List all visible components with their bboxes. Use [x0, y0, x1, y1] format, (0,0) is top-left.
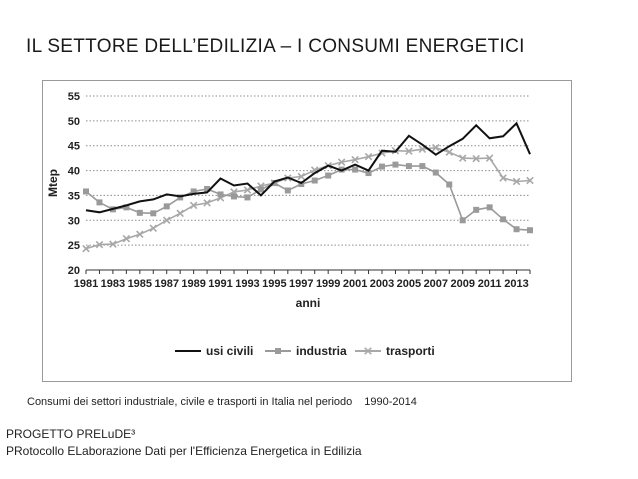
data-point-industria [83, 188, 89, 195]
data-point-industria [217, 191, 224, 198]
x-tick-label: 2005 [397, 278, 421, 290]
data-point-industria [150, 210, 157, 217]
x-tick-label: 2009 [450, 278, 474, 290]
data-point-industria [136, 209, 143, 216]
data-point-industria [123, 204, 130, 211]
data-point-trasporti [243, 186, 252, 194]
data-point-trasporti [109, 240, 117, 248]
data-point-industria [257, 186, 264, 193]
series-line-industria [85, 163, 531, 231]
data-point-trasporti [458, 154, 467, 162]
series-line-usi-civili [85, 121, 531, 214]
data-point-industria [204, 185, 211, 192]
data-point-industria [432, 169, 439, 176]
data-point-trasporti [337, 158, 346, 166]
data-point-industria [473, 206, 480, 213]
data-point-trasporti [405, 147, 413, 155]
y-tick-label: 20 [68, 265, 80, 277]
data-point-industria [365, 170, 372, 177]
legend-label-usi-civili: usi civili [206, 344, 253, 358]
data-point-trasporti [122, 234, 131, 243]
x-tick-label: 2001 [343, 278, 367, 290]
y-tick-label: 25 [68, 240, 80, 252]
data-point-industria [500, 216, 507, 223]
data-point-trasporti [189, 201, 198, 210]
data-point-industria [311, 177, 318, 184]
data-point-trasporti [136, 230, 144, 238]
data-point-industria [446, 181, 453, 188]
x-tick-label: 1985 [128, 278, 152, 290]
data-point-industria [190, 188, 197, 195]
legend-marker-trasporti [364, 347, 372, 355]
y-tick-label: 30 [68, 215, 80, 227]
data-point-trasporti [203, 199, 211, 207]
y-tick-label: 35 [68, 190, 80, 202]
data-point-trasporti [82, 244, 90, 253]
data-point-industria [459, 217, 466, 224]
chart-caption: Consumi dei settori industriale, civile … [27, 396, 417, 408]
project-description: PRotocollo ELaborazione Dati per l'Effic… [6, 444, 362, 458]
data-point-industria [177, 194, 184, 201]
data-point-trasporti [149, 224, 158, 233]
x-tick-label: 1983 [101, 278, 125, 290]
data-point-trasporti [351, 155, 359, 164]
project-name: PROGETTO PRELuDE³ [6, 427, 136, 441]
caption-period: 1990-2014 [364, 396, 417, 408]
data-point-trasporti [297, 172, 306, 181]
x-tick-label: 1987 [154, 278, 178, 290]
x-tick-label: 1993 [235, 278, 259, 290]
data-point-industria [284, 187, 291, 194]
chart-frame: 20 25 30 35 40 45 50 55 1981 1983 1985 1987 1989 1991… [42, 80, 572, 382]
caption-text: Consumi dei settori industriale, civile … [27, 396, 353, 408]
x-tick-label: 1999 [316, 278, 340, 290]
x-tick-label: 2013 [504, 278, 528, 290]
legend-marker-industria [275, 348, 281, 354]
y-tick-label: 50 [68, 116, 80, 128]
data-point-trasporti [485, 154, 494, 162]
y-tick-label: 55 [68, 91, 80, 103]
data-point-industria [392, 161, 399, 168]
x-tick-label: 2003 [370, 278, 394, 290]
data-point-industria [405, 163, 412, 170]
data-point-industria [419, 163, 426, 170]
data-point-trasporti [526, 176, 534, 185]
x-tick-label: 2011 [478, 278, 502, 290]
data-point-trasporti [432, 143, 440, 152]
data-point-industria [271, 180, 278, 186]
legend-label-trasporti: trasporti [386, 344, 435, 358]
data-point-trasporti [499, 174, 507, 182]
series-line-trasporti [85, 146, 531, 250]
data-point-trasporti [472, 154, 480, 163]
legend-label-industria: industria [296, 344, 347, 358]
data-point-trasporti [364, 152, 373, 161]
x-tick-label: 1989 [181, 278, 205, 290]
y-tick-label: 40 [68, 166, 80, 178]
y-tick-label: 45 [68, 141, 80, 153]
x-tick-label: 1991 [208, 278, 232, 290]
data-point-trasporti [162, 216, 171, 225]
data-point-industria [96, 199, 103, 206]
x-axis-title: anni [296, 296, 321, 310]
y-axis-title: Mtep [46, 169, 60, 197]
data-point-industria [527, 227, 533, 234]
x-tick-label: 2007 [424, 278, 448, 290]
data-point-industria [352, 166, 359, 173]
slide-title: IL SETTORE DELL’EDILIZIA – I CONSUMI ENE… [26, 36, 525, 57]
data-point-industria [379, 163, 385, 170]
data-point-trasporti [176, 209, 184, 218]
data-point-industria [513, 226, 520, 233]
data-point-industria [325, 172, 332, 179]
x-tick-label: 1981 [74, 278, 98, 290]
x-tick-label: 1997 [289, 278, 313, 290]
data-point-industria [231, 193, 237, 200]
line-chart: 20 25 30 35 40 45 50 55 1981 1983 1985 1987 1989 1991… [46, 91, 534, 358]
data-point-industria [486, 204, 493, 211]
data-point-trasporti [95, 240, 104, 249]
data-point-industria [163, 203, 170, 210]
data-point-trasporti [512, 177, 521, 186]
data-point-industria [244, 194, 251, 201]
x-tick-label: 1995 [262, 278, 286, 290]
data-point-trasporti [445, 148, 454, 156]
